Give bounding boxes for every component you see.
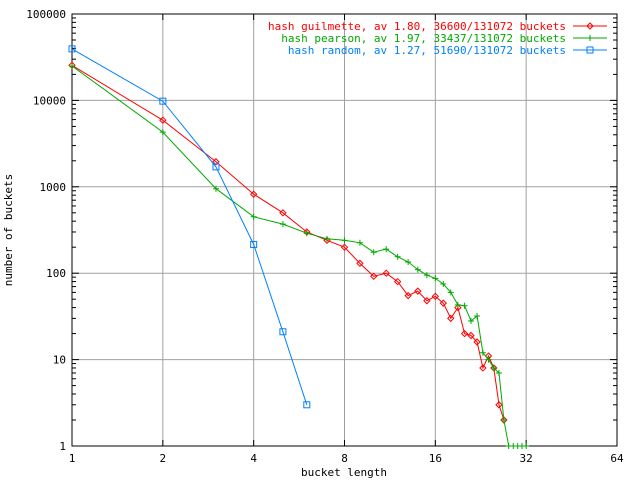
data-point [523, 443, 530, 449]
data-point [404, 291, 412, 300]
data-point [440, 280, 447, 287]
data-point [393, 277, 402, 286]
data-point [383, 246, 390, 253]
data-point [461, 302, 468, 309]
data-point [414, 266, 421, 273]
data-point [431, 292, 440, 301]
x-tick-label: 8 [341, 452, 348, 465]
data-point [495, 369, 502, 376]
data-point [490, 364, 497, 371]
data-point [467, 331, 475, 340]
grid-lines [72, 14, 617, 446]
data-point [587, 35, 593, 41]
data-point [485, 356, 492, 363]
series [68, 45, 311, 409]
data-point [279, 328, 287, 336]
data-point [303, 230, 310, 237]
data-point [356, 259, 364, 268]
data-point [250, 213, 257, 220]
data-point [394, 253, 401, 260]
data-point [212, 158, 220, 166]
data-point [467, 317, 474, 324]
data-point [495, 401, 503, 409]
data-point [500, 416, 507, 423]
data-point [212, 163, 220, 171]
data-point [405, 258, 412, 265]
x-axis-label: bucket length [301, 466, 387, 479]
data-point [586, 46, 594, 54]
x-tick-label: 1 [69, 452, 76, 465]
data-point [479, 364, 487, 372]
data-point [454, 301, 461, 308]
data-point [473, 338, 481, 346]
data-point [370, 249, 377, 256]
y-tick-labels: 1 10 100 1000 10000 100000 [26, 8, 66, 453]
data-point [432, 275, 439, 282]
data-point [454, 303, 462, 312]
data-point [370, 272, 378, 281]
data-point [586, 22, 594, 30]
data-point [250, 240, 258, 248]
data-point [303, 401, 311, 409]
series-group [68, 45, 530, 449]
x-tick-label: 64 [610, 452, 624, 465]
data-point [159, 116, 167, 124]
data-point [68, 45, 76, 53]
data-point [340, 243, 349, 251]
x-tick-label: 16 [429, 452, 442, 465]
y-axis-label: number of buckets [2, 174, 15, 287]
data-point [479, 349, 486, 356]
x-tick-label: 32 [520, 452, 533, 465]
x-tick-label: 4 [250, 452, 257, 465]
series [69, 63, 530, 449]
legend-label: hash guilmette, av 1.80, 36600/131072 bu… [268, 20, 566, 33]
series-line [71, 65, 527, 447]
data-point [382, 269, 390, 277]
data-point [249, 190, 258, 198]
y-tick-label: 1000 [40, 181, 67, 194]
data-point [159, 129, 166, 136]
data-point [423, 272, 430, 279]
series-line [71, 64, 505, 421]
y-tick-label: 100 [46, 267, 66, 280]
data-point [447, 314, 455, 323]
data-point [423, 297, 431, 305]
legend-label: hash pearson, av 1.97, 33437/131072 buck… [281, 32, 566, 45]
series-line [71, 48, 308, 405]
data-point [212, 185, 219, 192]
y-tick-label: 10 [53, 354, 66, 367]
series [68, 61, 508, 424]
data-point [279, 221, 286, 228]
data-point [356, 239, 363, 246]
data-point [439, 299, 447, 307]
legend: hash guilmette, av 1.80, 36600/131072 bu… [268, 20, 607, 57]
data-point [414, 287, 422, 295]
data-point [447, 289, 454, 296]
y-tick-label: 100000 [26, 8, 66, 21]
data-point [279, 209, 287, 217]
y-tick-label: 10000 [33, 94, 66, 107]
x-tick-labels: 1 2 4 8 16 32 64 [69, 452, 624, 465]
y-tick-label: 1 [59, 440, 66, 453]
data-point [460, 329, 469, 338]
data-point [341, 237, 348, 244]
data-point [324, 235, 331, 242]
data-point [474, 312, 481, 319]
legend-label: hash random, av 1.27, 51690/131072 bucke… [288, 44, 566, 57]
x-tick-label: 2 [160, 452, 167, 465]
data-point [159, 97, 167, 105]
data-point [69, 63, 75, 70]
